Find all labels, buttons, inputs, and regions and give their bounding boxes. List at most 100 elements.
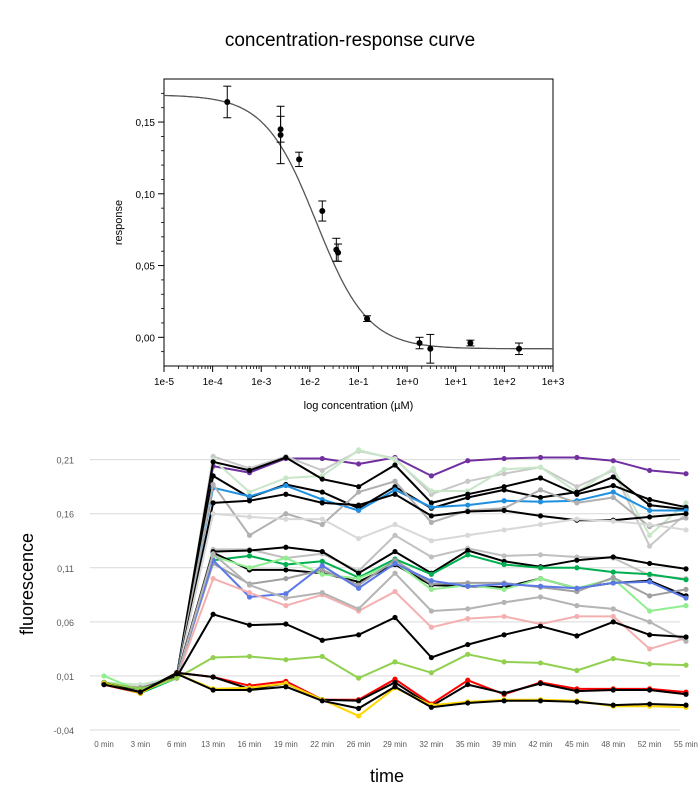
series-point <box>319 489 325 495</box>
x-tick-label: 48 min <box>601 740 625 749</box>
series-point <box>610 458 616 464</box>
series-point <box>428 519 434 525</box>
series-point <box>428 578 434 584</box>
series-point <box>356 585 362 591</box>
series-point <box>246 622 253 628</box>
series-point <box>356 606 362 612</box>
series-point <box>610 482 616 489</box>
series-point <box>647 593 653 599</box>
series-point <box>647 502 653 508</box>
series-point <box>319 548 325 555</box>
series-point <box>283 516 289 522</box>
series-point <box>319 558 325 564</box>
series-point <box>574 516 580 522</box>
y-axis-label: fluorescence <box>17 533 37 635</box>
series-point <box>501 659 507 665</box>
series-point <box>537 454 544 461</box>
series-point <box>683 691 689 697</box>
series-point <box>392 487 398 493</box>
series-point <box>647 619 653 625</box>
series-point <box>501 498 507 504</box>
fluorescence-time-chart: 0,21 0,16 0,11 0,06 0,01 -0,04 0 min 3 min 6 min… <box>17 447 698 786</box>
series-point <box>537 487 544 493</box>
series-point <box>356 632 362 638</box>
series-point <box>683 662 689 668</box>
series-point <box>392 521 398 528</box>
series-point <box>610 554 616 560</box>
series-point <box>246 467 253 474</box>
series-point <box>683 634 689 640</box>
series-point <box>465 606 471 612</box>
y-tick-label: 0,16 <box>56 510 74 520</box>
series-point <box>537 494 544 501</box>
x-tick-label: 1e-3 <box>251 377 271 388</box>
series-point <box>610 606 616 612</box>
x-tick-label: 1e+0 <box>396 377 419 388</box>
plot-frame <box>163 78 554 367</box>
series-point <box>465 583 471 589</box>
series-point <box>537 513 544 519</box>
series-point <box>537 475 544 481</box>
series-point <box>246 687 253 693</box>
series-point <box>465 508 471 515</box>
x-tick-label: 35 min <box>456 740 480 749</box>
series-point <box>246 653 253 660</box>
series-point <box>501 632 507 638</box>
series-point <box>101 681 107 688</box>
series-point <box>428 488 434 494</box>
series-point <box>319 590 325 596</box>
series-point <box>647 608 653 614</box>
concentration-response-chart: 1e-5 1e-4 1e-3 1e-2 1e-1 1e+0 1e+1 1e+2 1e+3 0,00… <box>113 78 565 412</box>
series-point <box>428 504 434 510</box>
series-point <box>465 700 471 706</box>
series-point <box>610 656 616 662</box>
y-tick-label: 0,00 <box>136 333 156 344</box>
data-point <box>319 208 326 215</box>
series-point <box>574 484 580 490</box>
series-point <box>647 514 653 520</box>
series-point <box>356 713 362 719</box>
series-point <box>610 613 616 620</box>
series-point <box>537 594 544 600</box>
series-point <box>683 527 689 533</box>
series-point <box>537 583 544 589</box>
x-tick-label: 3 min <box>131 740 151 749</box>
series-point <box>210 459 216 465</box>
series-point <box>465 641 471 648</box>
series-point <box>392 491 398 497</box>
series-point <box>501 471 507 477</box>
series-point <box>392 532 398 538</box>
x-tick-label: 22 min <box>310 740 334 749</box>
series-point <box>465 616 471 622</box>
series-point <box>283 657 289 663</box>
x-tick-label: 16 min <box>237 740 261 749</box>
series-point <box>683 471 689 477</box>
y-tick-label: 0,01 <box>56 672 74 682</box>
series-point <box>683 603 689 609</box>
x-tick-label: 13 min <box>201 740 225 749</box>
series-point <box>647 521 653 528</box>
series-point <box>428 554 434 560</box>
series-point <box>610 489 616 495</box>
series-point <box>537 680 544 687</box>
series-point <box>683 500 689 506</box>
x-tick-label: 0 min <box>94 740 114 749</box>
series-point <box>574 613 580 620</box>
series-point <box>283 561 289 568</box>
series-point <box>610 518 616 524</box>
series-point <box>210 674 216 680</box>
x-tick-label: 55 min <box>674 740 698 749</box>
series-point <box>428 624 434 630</box>
series-point <box>501 698 507 704</box>
series-point <box>356 484 362 490</box>
series-point <box>647 543 653 549</box>
series-point <box>574 489 580 495</box>
y-tick-label: -0,04 <box>53 726 74 736</box>
series-point <box>465 681 471 688</box>
series-point <box>647 560 653 567</box>
series-point <box>574 557 580 563</box>
series-point <box>283 567 289 573</box>
y-tick-label: 0,05 <box>136 262 156 273</box>
x-tick-label: 1e+2 <box>493 377 516 388</box>
series-point <box>319 563 325 569</box>
